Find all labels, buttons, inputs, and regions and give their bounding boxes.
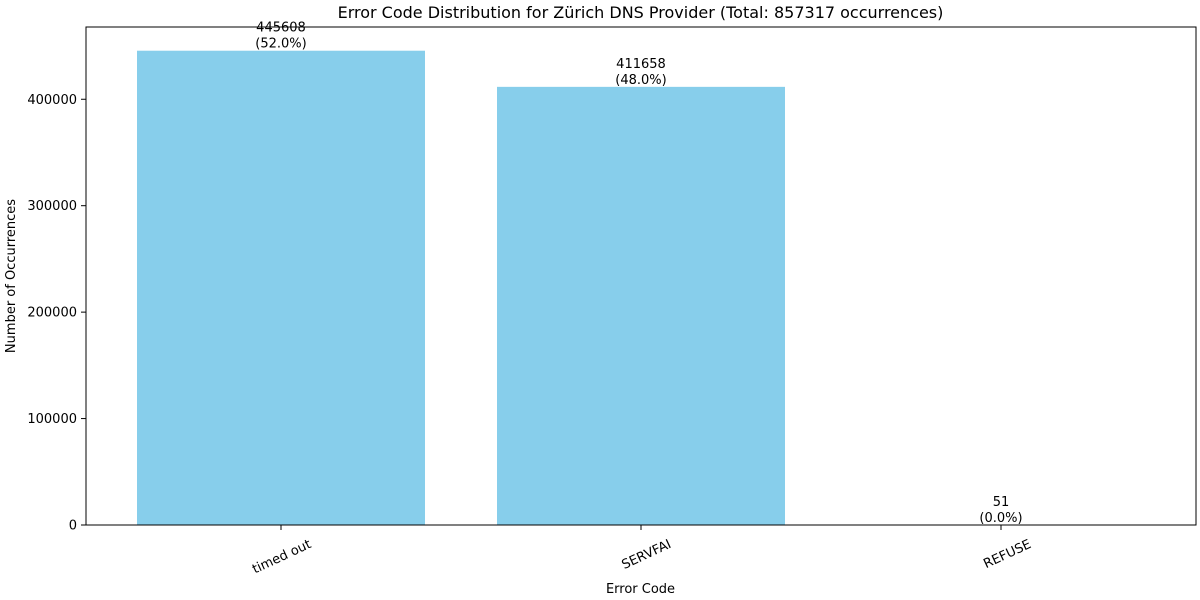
x-axis-label: Error Code: [606, 582, 675, 597]
y-tick-label: 0: [69, 519, 77, 534]
y-axis: 0 100000 200000 300000 400000: [27, 93, 86, 534]
bars-group: [137, 50, 1145, 526]
bar-value-label: 445608: [256, 21, 306, 36]
y-tick-label: 400000: [27, 93, 77, 108]
data-labels-group: 445608(52.0%) 411658(48.0%) 51(0.0%): [255, 21, 1022, 526]
y-tick-label: 100000: [27, 412, 77, 427]
x-tick-label: SERVFAI: [620, 537, 674, 573]
x-axis: timed out SERVFAI REFUSE: [250, 525, 1034, 577]
bar-value-label: 411658: [616, 57, 666, 72]
chart-title: Error Code Distribution for Zürich DNS P…: [338, 3, 944, 22]
y-tick-label: 300000: [27, 199, 77, 214]
x-tick-label: timed out: [250, 537, 313, 577]
bar-percent-label: (48.0%): [615, 73, 666, 88]
y-axis-label: Number of Occurrences: [4, 199, 19, 353]
bar-servfai: [497, 86, 785, 525]
bar-percent-label: (52.0%): [255, 37, 306, 52]
bar-timed-out: [137, 50, 425, 526]
x-tick-label: REFUSE: [981, 537, 1033, 572]
bar-percent-label: (0.0%): [979, 511, 1022, 526]
y-tick-label: 200000: [27, 306, 77, 321]
bar-value-label: 51: [993, 495, 1010, 510]
